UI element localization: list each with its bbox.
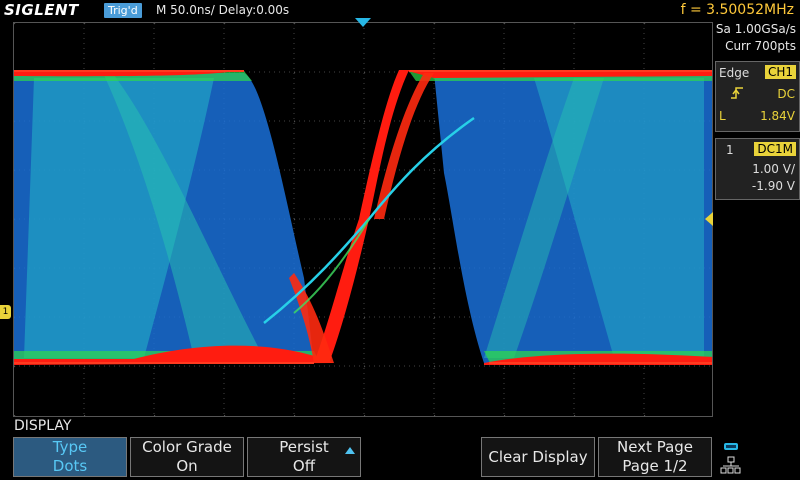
- network-icon: [720, 456, 741, 474]
- trigger-type: Edge: [719, 66, 750, 80]
- softkey-next-page-label: Next Page: [616, 438, 694, 456]
- trigger-source: CH1: [764, 65, 796, 79]
- timebase-value: M 50.0ns/: [156, 3, 215, 17]
- softkey-persist-value: Off: [292, 457, 316, 475]
- brand-logo: SIGLENT: [4, 1, 79, 19]
- trigger-coupling: DC: [777, 87, 795, 101]
- channel-number: 1: [726, 143, 734, 157]
- trigger-position-marker: [355, 18, 371, 27]
- softkey-type[interactable]: Type Dots: [13, 437, 127, 477]
- trigger-level-label: L: [719, 109, 726, 123]
- connection-status: [720, 440, 750, 476]
- trigger-level-marker: [705, 212, 713, 226]
- channel-coupling: DC1M: [754, 142, 796, 156]
- softkey-persist[interactable]: Persist Off: [247, 437, 361, 477]
- softkey-next-page-value: Page 1/2: [622, 457, 688, 475]
- channel-offset: -1.90 V: [751, 179, 795, 193]
- softkey-next-page[interactable]: Next Page Page 1/2: [598, 437, 712, 477]
- softkey-type-label: Type: [52, 438, 88, 456]
- menu-title: DISPLAY: [14, 418, 72, 434]
- waveform-display[interactable]: [13, 22, 713, 417]
- channel1-info-box[interactable]: 1 DC1M 1.00 V/ -1.90 V: [715, 138, 800, 200]
- rising-edge-icon: [730, 86, 744, 104]
- acquisition-info: Sa 1.00GSa/s Curr 700pts: [715, 22, 800, 56]
- color-graded-waveform: [14, 70, 712, 365]
- softkey-color-grade-value: On: [176, 457, 198, 475]
- softkey-persist-label: Persist: [279, 438, 329, 456]
- trigger-level-value: 1.84V: [760, 109, 795, 123]
- softkey-color-grade[interactable]: Color Grade On: [130, 437, 244, 477]
- memory-depth: Curr 700pts: [725, 39, 796, 53]
- delay-value: Delay:0.00s: [218, 3, 290, 17]
- softkey-clear-display[interactable]: Clear Display: [481, 437, 595, 477]
- trigger-state-badge: Trig'd: [104, 3, 142, 18]
- trigger-info-box[interactable]: Edge CH1 DC L 1.84V: [715, 61, 800, 132]
- channel1-offset-marker: 1: [0, 305, 11, 319]
- expand-arrow-icon: [345, 447, 355, 454]
- timebase-readout[interactable]: M 50.0ns/ Delay:0.00s: [156, 3, 289, 17]
- graticule: [14, 23, 712, 416]
- softkey-clear-display-label: Clear Display: [488, 448, 588, 466]
- status-bar: SIGLENT Trig'd M 50.0ns/ Delay:0.00s f =…: [0, 0, 800, 21]
- sample-rate: Sa 1.00GSa/s: [715, 22, 796, 36]
- frequency-readout: f = 3.50052MHz: [680, 2, 794, 18]
- softkey-type-value: Dots: [52, 457, 88, 475]
- softkey-color-grade-label: Color Grade: [142, 438, 232, 456]
- volts-per-div: 1.00 V/: [752, 162, 795, 176]
- usb-icon: [724, 443, 738, 450]
